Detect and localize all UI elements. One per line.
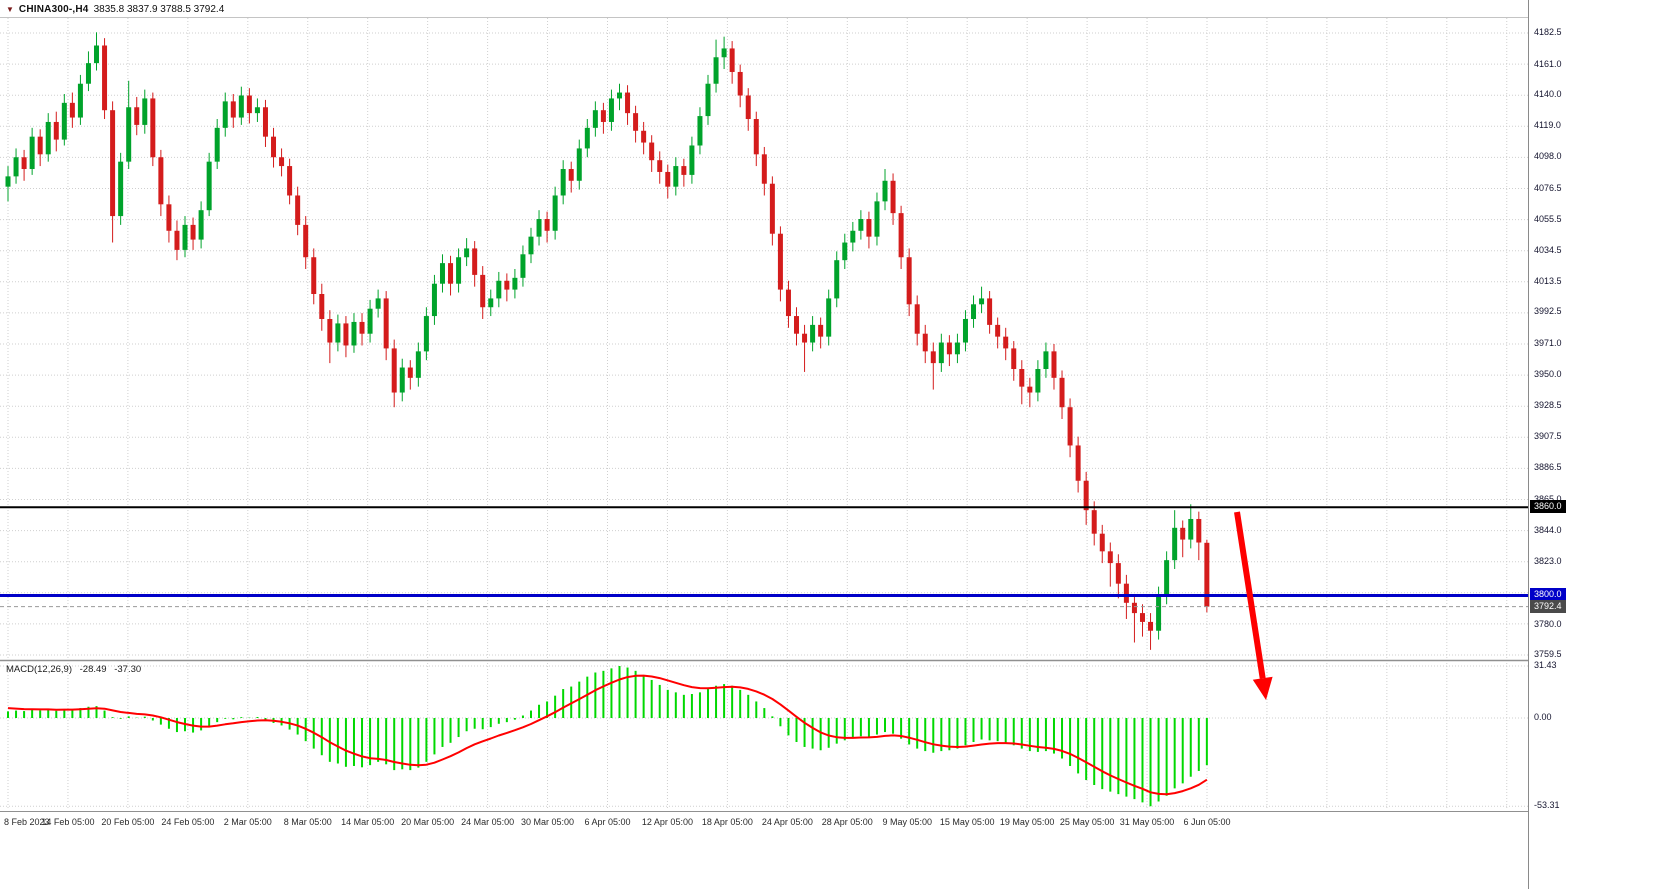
symbol-timeframe-label: CHINA300-,H4 (18, 4, 89, 15)
price-tick-label: 3971.0 (1534, 338, 1562, 348)
time-tick-label: 24 Apr 05:00 (761, 817, 813, 827)
time-tick-label: 12 Apr 05:00 (641, 817, 693, 827)
price-lines-layer[interactable] (0, 506, 1528, 608)
time-tick-label: 9 May 05:00 (882, 817, 933, 827)
time-axis[interactable]: 8 Feb 2023 14 Feb 05:00 20 Feb 05:00 24 Feb… (0, 812, 1528, 834)
price-tick-label: 4013.5 (1534, 275, 1562, 286)
price-tick-label: 4034.5 (1534, 244, 1562, 255)
price-tick-label: 4055.5 (1534, 213, 1562, 224)
time-tick-label: 24 Feb 05:00 (161, 817, 215, 827)
price-axis[interactable]: 31.43 0.00 -53.31 4182.5 4161.0 4140.0 4119… (1528, 0, 1671, 889)
time-tick-label: 6 Apr 05:00 (584, 817, 631, 827)
time-tick-label: 6 Jun 05:00 (1183, 817, 1231, 827)
candlestick-chart[interactable] (0, 0, 1528, 889)
time-tick-label: 14 Mar 05:00 (341, 817, 395, 827)
price-tick-label: 4119.0 (1534, 120, 1561, 131)
price-tick-label: 3759.5 (1534, 649, 1562, 659)
time-tick-label: 19 May 05:00 (999, 817, 1055, 827)
time-tick-label: 20 Feb 05:00 (101, 817, 155, 827)
price-tick-label: 4182.5 (1534, 27, 1562, 37)
price-tick-label: 3928.5 (1534, 400, 1562, 411)
macd-name: MACD(12,26,9) (6, 664, 72, 675)
price-badge-3860.0: 3860.0 (1530, 500, 1566, 514)
price-tick-label: 3780.0 (1534, 618, 1562, 629)
ohlc-values: 3835.8 3837.9 3788.5 3792.4 (93, 4, 225, 15)
price-tick-label: 3823.0 (1534, 555, 1562, 566)
grid-layer (0, 18, 1528, 810)
macd-scale-max: 31.43 (1534, 660, 1557, 670)
price-tick-label: 3907.5 (1534, 431, 1562, 442)
time-tick-label: 14 Feb 05:00 (41, 817, 95, 827)
macd-signal-line (7, 674, 1208, 796)
price-badge-3800.0: 3800.0 (1530, 588, 1566, 602)
price-tick-label: 3844.0 (1534, 524, 1562, 535)
time-tick-label: 20 Mar 05:00 (401, 817, 455, 827)
chart-title: ▼ CHINA300-,H4 3835.8 3837.9 3788.5 3792… (6, 4, 224, 15)
price-tick-label: 4076.5 (1534, 182, 1562, 193)
time-tick-label: 31 May 05:00 (1119, 817, 1175, 827)
macd-main-value: -28.49 (79, 664, 107, 675)
time-tick-label: 8 Mar 05:00 (283, 817, 332, 827)
time-tick-label: 24 Mar 05:00 (461, 817, 515, 827)
price-tick-label: 3886.5 (1534, 462, 1562, 473)
price-tick-label: 4140.0 (1534, 89, 1562, 100)
time-tick-label: 2 Mar 05:00 (223, 817, 272, 827)
macd-indicator-label: MACD(12,26,9) -28.49 -37.30 (6, 664, 146, 675)
time-tick-label: 25 May 05:00 (1059, 817, 1115, 827)
price-tick-label: 3950.0 (1534, 368, 1562, 379)
symbol-dropdown-icon: ▼ (6, 4, 14, 14)
price-tick-label: 3992.5 (1534, 306, 1562, 317)
macd-scale-zero: 0.00 (1534, 712, 1552, 722)
macd-signal-value: -37.30 (114, 664, 142, 675)
time-tick-label: 30 Mar 05:00 (521, 817, 575, 827)
trend-arrow[interactable] (1234, 511, 1273, 700)
time-tick-label: 15 May 05:00 (939, 817, 995, 827)
price-tick-label: 3865.0 (1534, 493, 1562, 504)
price-tick-label: 4161.0 (1534, 58, 1562, 69)
time-tick-label: 8 Feb 2023 (4, 817, 50, 827)
time-tick-label: 18 Apr 05:00 (701, 817, 753, 827)
macd-scale-min: -53.31 (1534, 800, 1560, 810)
panel-separators (0, 17, 1528, 812)
time-tick-label: 28 Apr 05:00 (821, 817, 873, 827)
price-badge-3792.4: 3792.4 (1530, 599, 1566, 613)
candles-layer (5, 32, 1210, 650)
price-tick-label: 4098.0 (1534, 151, 1562, 162)
